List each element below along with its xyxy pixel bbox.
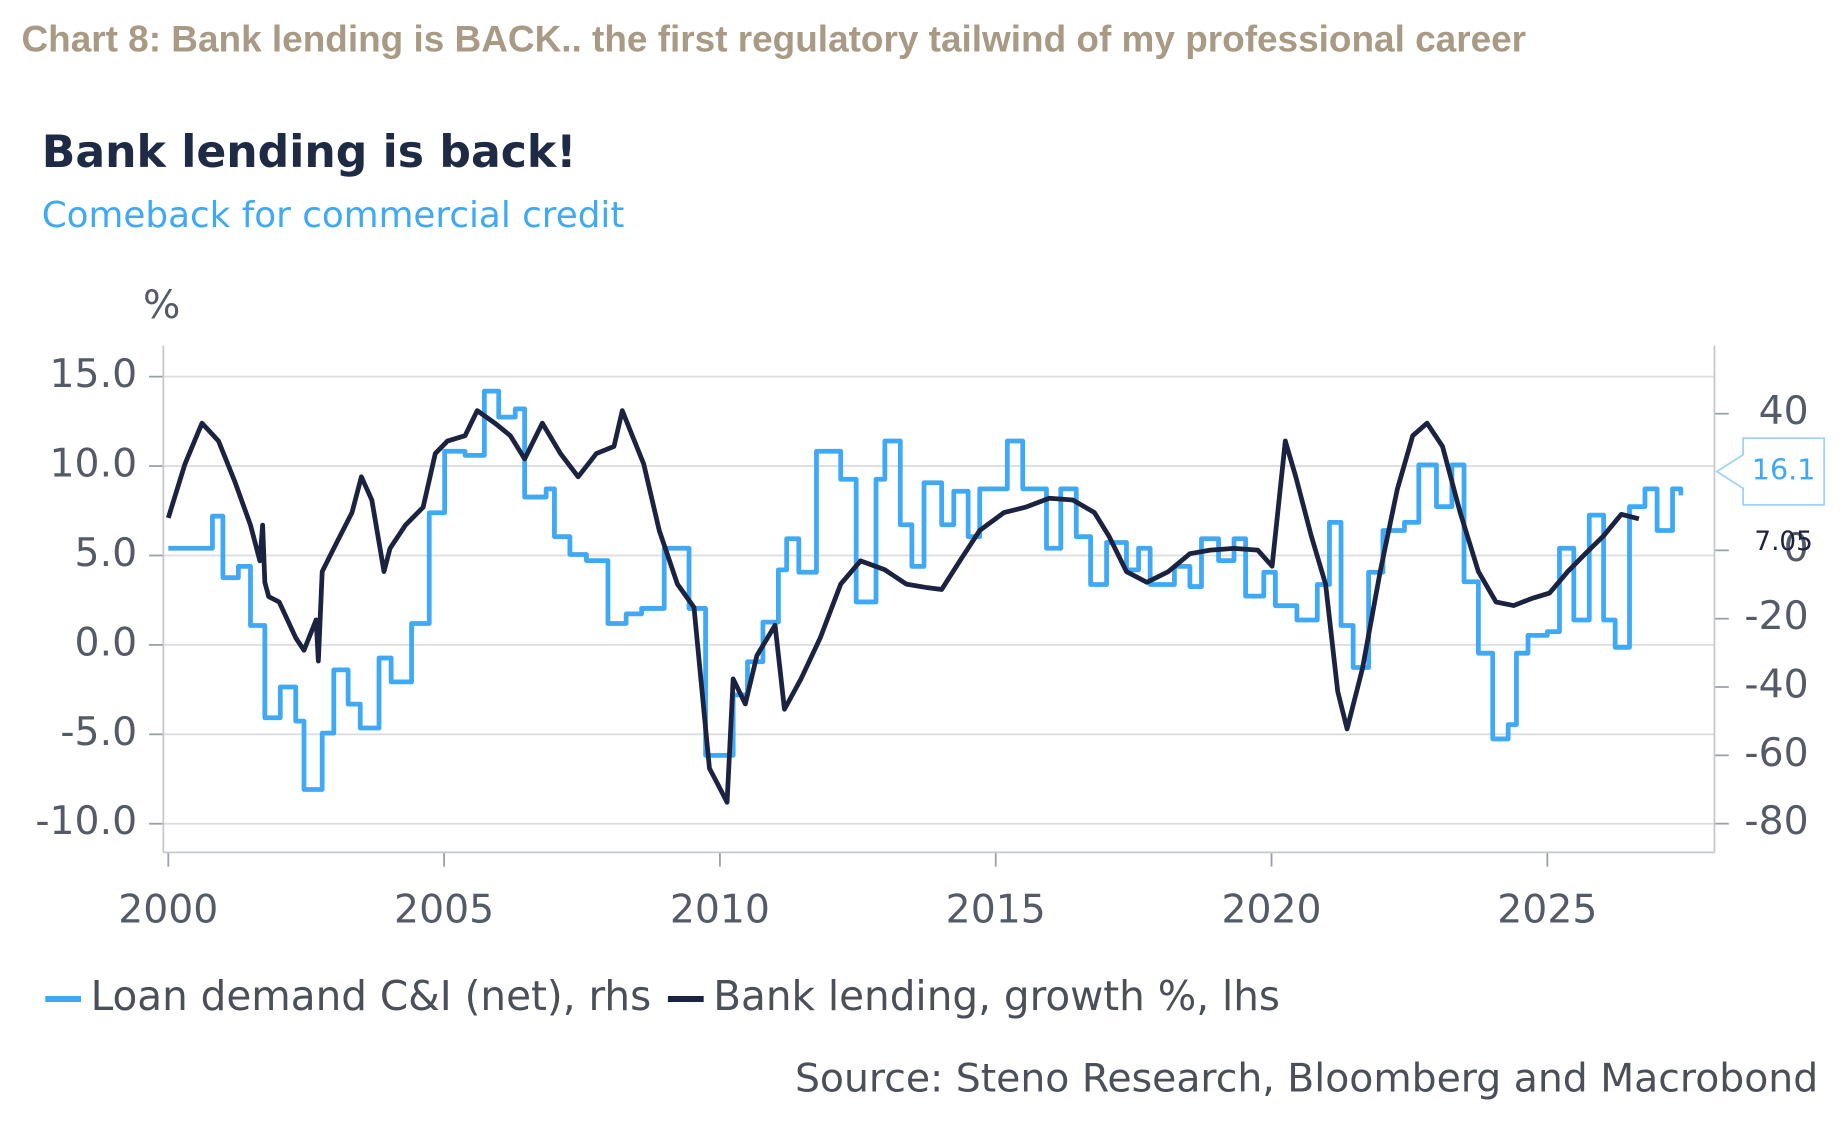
series-line [168, 388, 1684, 792]
end-label: 7.05 [1754, 527, 1812, 557]
y2-tick-label: -80 [1744, 798, 1808, 844]
y2-tick-label: -20 [1744, 593, 1808, 639]
end-label: 16.1 [1752, 453, 1816, 487]
series-line [166, 408, 1640, 805]
legend-label: Bank lending, growth %, lhs [713, 972, 1280, 1020]
y2-tick-label: 40 [1759, 388, 1809, 434]
y-tick-label: 10.0 [50, 441, 138, 487]
y-tick-label: -5.0 [60, 709, 137, 755]
x-tick-label: 2020 [1221, 886, 1321, 932]
y2-tick-label: -60 [1744, 730, 1808, 776]
y-tick-label: 0.0 [75, 619, 138, 665]
y-axis-label: % [143, 282, 180, 328]
x-tick-label: 2000 [118, 886, 218, 932]
source: Source: Steno Research, Bloomberg and Ma… [795, 1056, 1818, 1102]
y-tick-label: 5.0 [75, 530, 138, 576]
x-tick-label: 2005 [394, 886, 494, 932]
y2-tick-label: -40 [1744, 662, 1808, 708]
y2-tick-label: 0 [1784, 525, 1809, 571]
heading: Chart 8: Bank lending is BACK.. the firs… [21, 18, 1526, 59]
chart-subtitle: Comeback for commercial credit [42, 195, 625, 236]
callout-box [1715, 437, 1826, 506]
legend-label: Loan demand C&I (net), rhs [91, 972, 652, 1020]
x-tick-label: 2025 [1497, 886, 1597, 932]
y-tick-label: 15.0 [50, 351, 138, 397]
y-tick-label: -10.0 [35, 798, 137, 844]
x-tick-label: 2010 [670, 886, 770, 932]
x-tick-label: 2015 [946, 886, 1046, 932]
chart-title: Bank lending is back! [42, 127, 577, 178]
